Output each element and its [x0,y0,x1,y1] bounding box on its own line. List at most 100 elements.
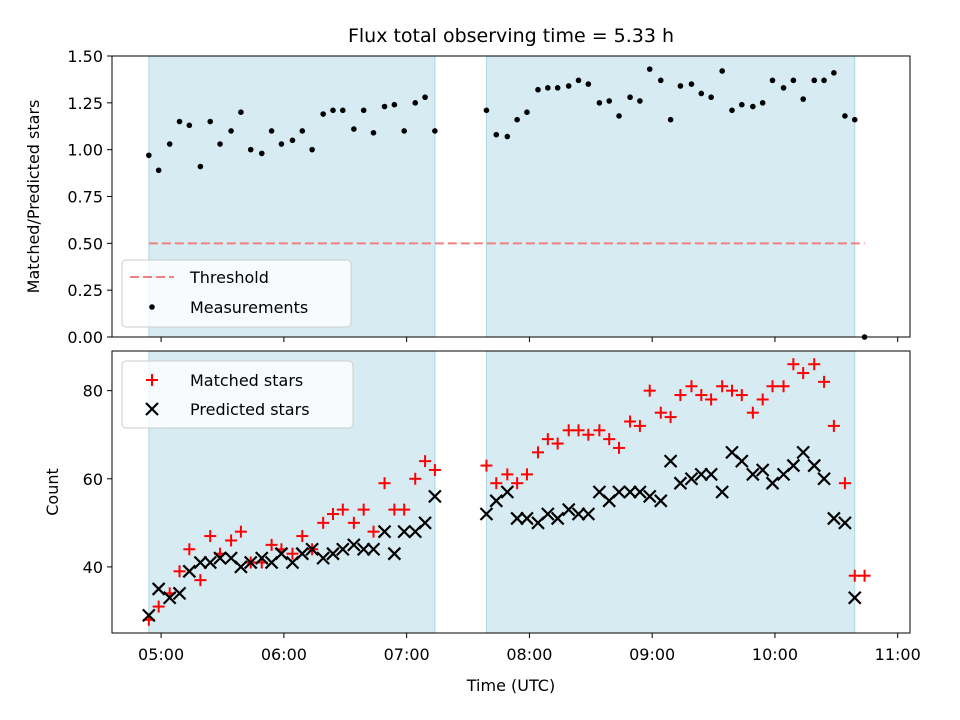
matched-star-point [766,380,779,393]
predicted-star-point [755,463,770,477]
measurement-point [739,101,745,108]
matched-star-point [858,569,871,582]
measurement-point [330,107,336,114]
matched-star-point [777,380,790,393]
matched-star-point [204,530,217,543]
predicted-star-point [336,542,350,557]
predicted-star-point [142,608,156,623]
measurement-point [535,86,541,93]
predicted-star-point [326,546,340,561]
predicted-star-point [541,507,555,521]
matched-star-point [633,419,646,432]
measurement-point [186,122,193,129]
measurement-point [698,90,705,97]
measurement-point [247,146,254,153]
matched-star-point [613,441,626,454]
matched-star-point [296,530,309,543]
top-y-tick-label: 1.00 [67,141,103,160]
measurement-point [197,163,204,170]
measurement-point [258,150,265,157]
predicted-star-point [694,467,709,482]
measurement-point [504,133,511,140]
matched-star-point [654,406,667,419]
measurement-point [340,107,346,114]
matched-star-point [265,538,278,551]
matched-star-point [490,477,503,490]
measurement-point [493,131,500,138]
predicted-star-point [654,494,668,508]
matched-star-point [520,468,533,481]
predicted-star-point [715,485,729,499]
bottom-y-tick-label: 40 [83,558,103,577]
measurement-point [780,85,787,91]
top-y-tick-label: 0.75 [67,188,103,207]
bottom-shaded-interval-1 [485,350,856,634]
predicted-star-point [847,590,862,605]
predicted-star-point [817,472,831,486]
predicted-star-point [571,507,586,521]
matched-star-point [336,503,349,516]
predicted-star-point [786,458,801,473]
predicted-star-point [807,458,822,473]
matched-star-point [593,424,606,437]
matched-star-point [756,393,769,406]
measurement-point [554,85,561,91]
measurement-point [422,94,428,101]
matched-star-point [787,358,800,371]
predicted-star-point [796,445,810,460]
matched-star-point [428,463,441,476]
top-y-tick-label: 0.50 [67,234,103,253]
measurement-point [719,68,725,74]
measurement-point [228,128,234,134]
matched-star-point [735,389,748,402]
measurement-point [166,141,173,147]
top-y-tick-label: 1.50 [67,47,103,66]
measurement-point [381,103,388,110]
measurement-point [545,85,551,91]
bottom-y-tick-label: 60 [83,470,103,489]
matched-star-point [541,433,554,446]
measurement-point [309,146,315,153]
matched-star-point [603,433,616,446]
measurement-point [155,167,162,174]
predicted-star-point [550,511,565,526]
predicted-star-point [612,485,626,499]
measurement-point [514,116,520,123]
measurement-point [391,101,398,108]
matched-star-point [183,543,196,556]
predicted-star-point [765,476,780,490]
x-tick-label: 11:00 [875,645,921,664]
predicted-star-point [295,546,310,561]
predicted-star-point [510,511,524,526]
measurement-point [637,98,643,104]
matched-star-point [409,472,422,485]
measurement-point [351,126,357,132]
predicted-star-point [489,494,504,508]
matched-star-point [286,547,299,560]
measurement-point [750,103,756,110]
predicted-star-point [418,516,432,530]
bottom-panel: 40 60 80 05:00 06:00 07:00 08:00 09:00 10:00 11:0… [43,350,921,664]
measurement-point [616,113,622,119]
x-tick-label: 05:00 [138,645,184,664]
measurement-point [759,100,766,106]
matched-star-point [511,477,524,490]
measurement-point [851,116,858,123]
predicted-star-point [684,472,699,486]
predicted-star-point [274,546,289,561]
measurement-point [708,94,714,101]
predicted-star-point [479,507,494,521]
matched-star-point [674,389,687,402]
matched-star-point [378,477,391,490]
predicted-star-point [663,454,678,468]
x-tick-label: 07:00 [384,645,430,664]
predicted-star-point [581,507,596,521]
predicted-star-point [642,489,657,504]
measurement-point [821,77,827,84]
legend-predicted-swatch [145,402,159,416]
top-y-axis-label: Matched/Predicted stars [24,100,43,294]
measurement-point [596,100,603,106]
matched-star-point [398,503,411,516]
predicted-star-point [203,555,217,570]
